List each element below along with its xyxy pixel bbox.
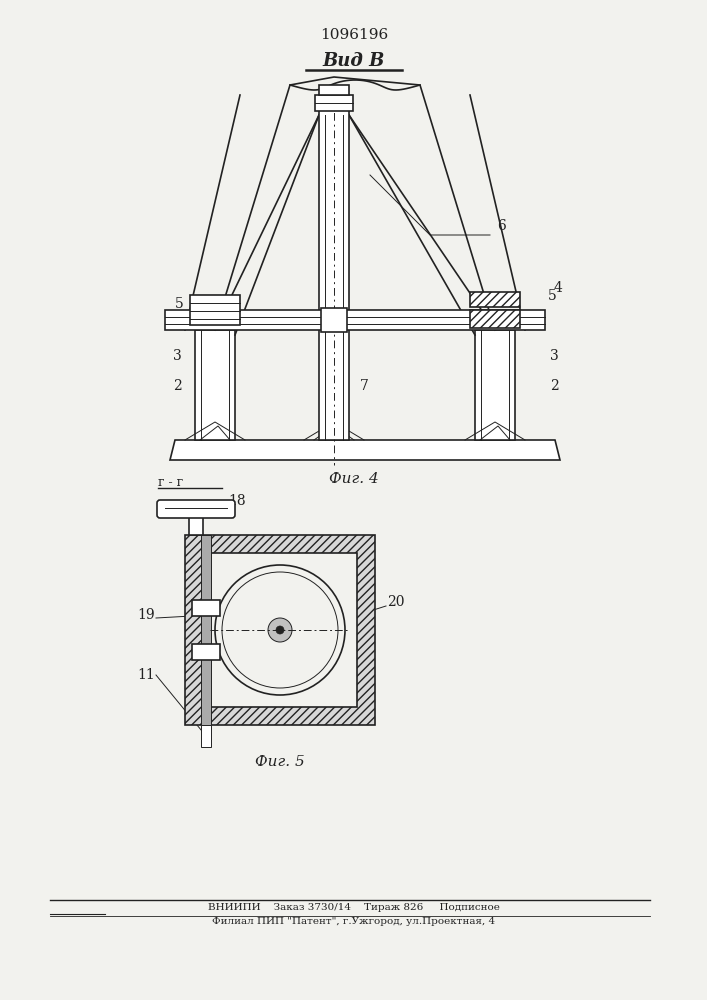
Text: 19: 19: [137, 608, 155, 622]
Text: г - г: г - г: [158, 476, 183, 489]
Text: ВНИИПИ    Заказ 3730/14    Тираж 826     Подписное: ВНИИПИ Заказ 3730/14 Тираж 826 Подписное: [208, 903, 500, 912]
Bar: [189, 515, 203, 535]
Bar: [321, 308, 347, 332]
Text: 5: 5: [175, 297, 184, 311]
Bar: [319, 85, 349, 95]
Bar: [195, 330, 235, 440]
Bar: [201, 535, 211, 725]
Bar: [315, 95, 353, 111]
Circle shape: [276, 626, 284, 634]
FancyBboxPatch shape: [157, 500, 235, 518]
Text: 7: 7: [360, 379, 369, 393]
Text: 18: 18: [228, 494, 245, 508]
Bar: [201, 725, 211, 747]
Text: 4: 4: [554, 281, 563, 295]
Bar: [470, 310, 520, 328]
Bar: [192, 644, 220, 660]
Text: Филиал ПИП "Патент", г.Ужгород, ул.Проектная, 4: Филиал ПИП "Патент", г.Ужгород, ул.Проек…: [212, 917, 496, 926]
Text: 11: 11: [137, 668, 155, 682]
Bar: [475, 330, 515, 440]
Bar: [203, 553, 357, 707]
Polygon shape: [170, 440, 560, 460]
Text: 3: 3: [173, 349, 182, 363]
Bar: [185, 535, 375, 725]
Bar: [165, 310, 545, 330]
Text: Фиг. 4: Фиг. 4: [329, 472, 379, 486]
Text: 2: 2: [550, 379, 559, 393]
Bar: [470, 292, 520, 307]
Text: 1096196: 1096196: [320, 28, 388, 42]
Text: 5: 5: [548, 289, 556, 303]
Text: Фиг. 5: Фиг. 5: [255, 755, 305, 769]
Circle shape: [268, 618, 292, 642]
Text: 20: 20: [387, 595, 404, 609]
Bar: [192, 600, 220, 616]
Bar: [319, 95, 349, 440]
Text: 6: 6: [497, 219, 506, 233]
Text: 2: 2: [173, 379, 182, 393]
Bar: [190, 295, 240, 325]
Text: 3: 3: [550, 349, 559, 363]
Text: Вид В: Вид В: [323, 52, 385, 70]
